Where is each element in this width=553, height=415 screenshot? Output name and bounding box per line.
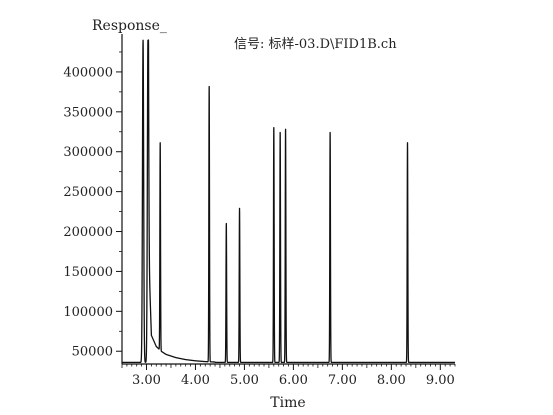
y-tick-label: 400000 bbox=[63, 65, 113, 80]
x-axis-title: Time bbox=[270, 395, 305, 411]
x-tick-label: 5.00 bbox=[230, 373, 259, 388]
chromatogram-trace bbox=[121, 39, 456, 364]
x-axis-ticks: 3.00 4.00 5.00 6.00 7.00 8.00 9.00 bbox=[121, 364, 456, 388]
x-tick-label: 6.00 bbox=[279, 373, 308, 388]
y-axis-ticks: 50000 100000 150000 200000 250000 300000 35000… bbox=[63, 51, 122, 360]
y-tick-label: 100000 bbox=[63, 305, 113, 320]
y-tick-label: 50000 bbox=[72, 345, 113, 360]
axes bbox=[121, 34, 455, 365]
x-tick-label: 3.00 bbox=[132, 373, 161, 388]
signal-line bbox=[121, 39, 456, 364]
x-tick-label: 8.00 bbox=[377, 373, 406, 388]
x-tick-label: 7.00 bbox=[328, 373, 357, 388]
y-tick-label: 300000 bbox=[63, 145, 113, 160]
y-tick-label: 200000 bbox=[63, 225, 113, 240]
x-tick-label: 4.00 bbox=[181, 373, 210, 388]
y-axis-title: Response_ bbox=[92, 18, 167, 34]
x-tick-label: 9.00 bbox=[426, 373, 455, 388]
y-tick-label: 150000 bbox=[63, 265, 113, 280]
y-tick-label: 250000 bbox=[63, 185, 113, 200]
y-tick-label: 350000 bbox=[63, 105, 113, 120]
signal-label: 信号: 标样-03.D\FID1B.ch bbox=[234, 37, 397, 52]
